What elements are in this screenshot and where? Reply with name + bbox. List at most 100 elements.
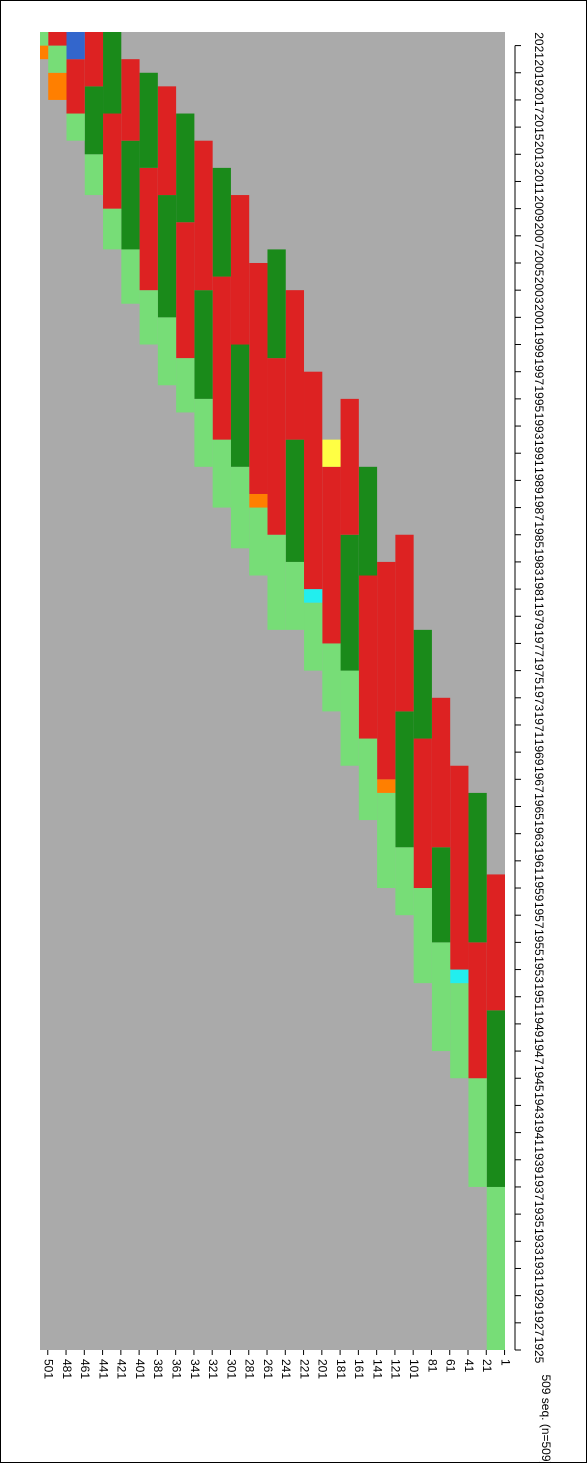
y-tick-label: 2007 [532,222,546,249]
state-span [358,466,378,576]
y-tick-label: 1991 [532,440,546,467]
x-tick-label: 501 [42,1359,56,1379]
state-span [157,86,177,196]
x-tick-label: 441 [96,1359,110,1379]
y-tick-label: 2013 [532,141,546,168]
y-tick-label: 2017 [532,87,546,114]
state-span [285,439,305,562]
state-span [267,358,286,535]
state-span [395,711,414,848]
x-tick-label: 241 [279,1359,293,1379]
state-span [121,140,140,250]
state-span [267,534,286,630]
state-span [230,195,250,345]
y-tick-label: 1997 [532,358,546,385]
state-span [285,290,305,440]
state-span [322,439,341,467]
state-span [322,643,341,712]
state-span [304,602,323,671]
state-span [322,466,341,644]
y-tick-label: 1993 [532,413,546,440]
x-tick-label: 141 [370,1359,384,1379]
y-tick-label: 1989 [532,467,546,494]
y-tick-label: 2003 [532,277,546,304]
x-tick-label: 181 [334,1359,348,1379]
y-tick-label: 1935 [532,1201,546,1228]
y-tick-label: 1933 [532,1228,546,1255]
state-span [450,765,469,970]
y-tick-label: 1953 [532,956,546,983]
y-tick-label: 1951 [532,983,546,1010]
x-tick-label: 341 [188,1359,202,1379]
state-span [176,358,195,413]
y-tick-label: 1979 [532,603,546,630]
state-span [486,874,505,1011]
state-span [194,398,213,467]
y-tick-label: 1965 [532,793,546,820]
state-span [413,738,432,889]
y-tick-label: 2009 [532,195,546,222]
state-span [176,222,195,359]
state-span [230,466,250,549]
state-span [121,249,140,304]
y-tick-label: 1969 [532,739,546,766]
y-tick-label: 1985 [532,521,546,548]
state-span [40,32,49,46]
state-span [431,697,451,848]
y-tick-label: 2019 [532,59,546,86]
state-span [121,59,140,141]
y-tick-label: 1959 [532,875,546,902]
y-tick-label: 1973 [532,684,546,711]
x-tick-label: 221 [297,1359,311,1379]
state-span [212,439,231,508]
state-span [304,371,323,590]
state-span [340,398,359,535]
y-tick-label: 1931 [532,1255,546,1282]
state-span [48,72,67,100]
y-tick-label: 2005 [532,250,546,277]
state-span [103,208,122,250]
y-tick-label: 2001 [532,304,546,331]
x-tick-label: 161 [352,1359,366,1379]
state-span [358,738,378,821]
state-span [267,249,286,359]
state-span [212,276,231,440]
state-span [66,113,85,141]
x-tick-label: 261 [261,1359,275,1379]
state-span [194,290,213,399]
y-tick-label: 1975 [532,657,546,684]
state-span [450,969,469,984]
y-tick-label: 1947 [532,1038,546,1065]
x-tick-label: 321 [206,1359,220,1379]
y-tick-label: 1963 [532,820,546,847]
state-span [139,167,158,291]
state-span [249,262,268,494]
x-tick-label: 421 [115,1359,129,1379]
state-span [486,1010,505,1187]
x-tick-label: 1 [498,1359,512,1366]
y-tick-label: 1983 [532,549,546,576]
state-span [103,113,122,209]
state-span [212,167,231,277]
state-span [486,1186,505,1350]
state-span [157,317,177,386]
state-span [103,32,122,114]
state-span [40,45,49,60]
state-span [468,792,487,943]
state-span [176,113,195,223]
x-tick-label: 301 [224,1359,238,1379]
state-span [431,942,451,1052]
state-span [413,888,432,984]
state-span [377,779,396,793]
x-tick-label: 481 [60,1359,74,1379]
x-tick-label: 81 [425,1359,439,1373]
state-span [48,32,67,46]
x-tick-label: 381 [151,1359,165,1379]
state-span [66,59,85,114]
state-span [285,561,305,630]
y-tick-label: 1927 [532,1309,546,1336]
x-tick-label: 401 [133,1359,147,1379]
state-span [377,561,396,780]
state-span [468,1078,487,1187]
